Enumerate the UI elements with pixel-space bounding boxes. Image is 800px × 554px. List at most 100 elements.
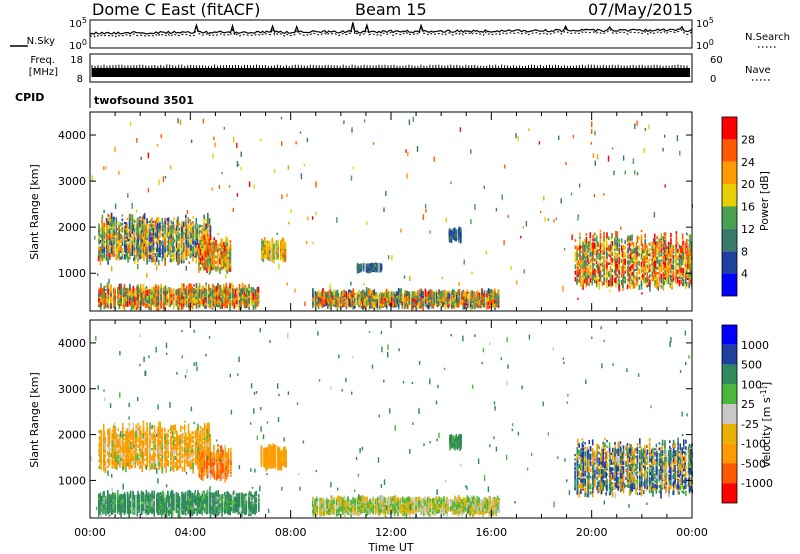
echo-cell — [594, 232, 596, 236]
echo-cell — [154, 236, 157, 239]
echo-cell — [132, 299, 135, 305]
echo-cell — [107, 245, 109, 250]
echo-cell — [667, 271, 670, 277]
echo-cell — [653, 259, 656, 267]
echo-cell — [264, 243, 266, 248]
echo-cell — [328, 290, 330, 295]
echo-cell — [166, 245, 169, 251]
echo-cell — [594, 242, 596, 249]
echo-cell — [680, 265, 682, 268]
echo-cell — [209, 252, 212, 259]
echo-cell — [228, 256, 231, 260]
echo-cell — [628, 285, 631, 288]
echo-cell — [261, 241, 263, 245]
echo-cell — [271, 237, 274, 245]
echo-cell — [611, 246, 614, 253]
echo-cell — [226, 255, 229, 260]
echo-cell — [183, 250, 185, 258]
echo-cell — [252, 291, 255, 295]
echo-cell — [203, 223, 205, 230]
echo-cell — [317, 289, 320, 297]
echo-cell — [104, 295, 107, 302]
echo-cell — [632, 275, 635, 281]
echo-cell — [623, 259, 625, 265]
echo-cell — [627, 278, 629, 281]
echo-cell — [641, 252, 644, 259]
nsky-panel: N.Sky 105 100 105 100 N.Search — [10, 16, 790, 52]
echo-cell — [656, 282, 658, 289]
echo-cell — [603, 236, 605, 241]
echo-cell — [627, 253, 629, 259]
echo-cell — [599, 260, 602, 263]
echo-cell — [215, 250, 217, 254]
echo-cell — [658, 246, 660, 250]
echo-cell — [175, 247, 178, 252]
echo-cell — [658, 271, 661, 278]
echo-cell — [592, 255, 594, 261]
echo-cell — [159, 222, 161, 228]
echo-cell — [146, 252, 148, 260]
echo-cell — [118, 283, 121, 291]
echo-cell — [589, 232, 592, 239]
echo-cell — [670, 264, 672, 267]
echo-cell — [487, 294, 490, 301]
echo-cell — [419, 299, 421, 306]
echo-cell — [218, 296, 220, 304]
echo-cell — [579, 276, 581, 283]
echo-cell — [645, 257, 647, 264]
echo-cell — [215, 297, 218, 304]
echo-cell — [144, 290, 147, 295]
echo-cell — [185, 224, 188, 230]
echo-cell — [172, 221, 174, 225]
echo-cell — [115, 227, 118, 234]
freq-panel: Freq. [MHz] 18 8 60 0 Nave — [29, 53, 771, 85]
echo-cell — [366, 263, 369, 267]
echo-cell — [219, 293, 222, 297]
echo-cell — [323, 294, 325, 300]
echo-cell — [183, 285, 185, 291]
nave-tick-bottom: 0 — [710, 74, 716, 85]
echo-cell — [618, 247, 621, 254]
nsearch-tick-bottom: 100 — [696, 38, 714, 52]
echo-cell — [342, 289, 344, 296]
echo-cell — [483, 302, 486, 308]
echo-cell — [329, 290, 331, 297]
echo-cell — [275, 253, 278, 258]
echo-cell — [667, 265, 670, 272]
echo-cell — [164, 228, 166, 234]
echo-cell — [129, 250, 132, 256]
echo-cell — [264, 238, 266, 245]
echo-cell — [672, 251, 675, 254]
echo-cell — [576, 274, 578, 278]
echo-cell — [660, 236, 663, 240]
echo-cell — [314, 292, 317, 299]
echo-cell — [397, 292, 400, 300]
echo-cell — [319, 292, 322, 296]
echo-cell — [682, 251, 685, 259]
echo-cell — [215, 265, 217, 272]
echo-cell — [211, 241, 214, 245]
echo-cell — [193, 284, 195, 287]
echo-cell — [678, 269, 681, 276]
echo-cell — [140, 220, 143, 224]
echo-cell — [183, 225, 185, 232]
echo-cell — [190, 284, 193, 287]
echo-cell — [620, 259, 623, 263]
echo-cell — [618, 243, 621, 247]
echo-cell — [195, 294, 198, 300]
echo-cell — [628, 242, 631, 250]
echo-cell — [151, 235, 153, 242]
echo-cell — [649, 253, 651, 257]
echo-cell — [384, 291, 386, 299]
echo-cell — [151, 241, 153, 246]
echo-cell — [112, 298, 115, 304]
echo-cell — [658, 254, 661, 257]
echo-cell — [684, 242, 687, 249]
echo-cell — [217, 247, 219, 252]
echo-cell — [594, 263, 596, 266]
echo-cell — [121, 227, 124, 232]
echo-cell — [577, 253, 579, 257]
echo-cell — [183, 221, 185, 228]
echo-cell — [601, 255, 604, 259]
echo-cell — [206, 252, 208, 258]
